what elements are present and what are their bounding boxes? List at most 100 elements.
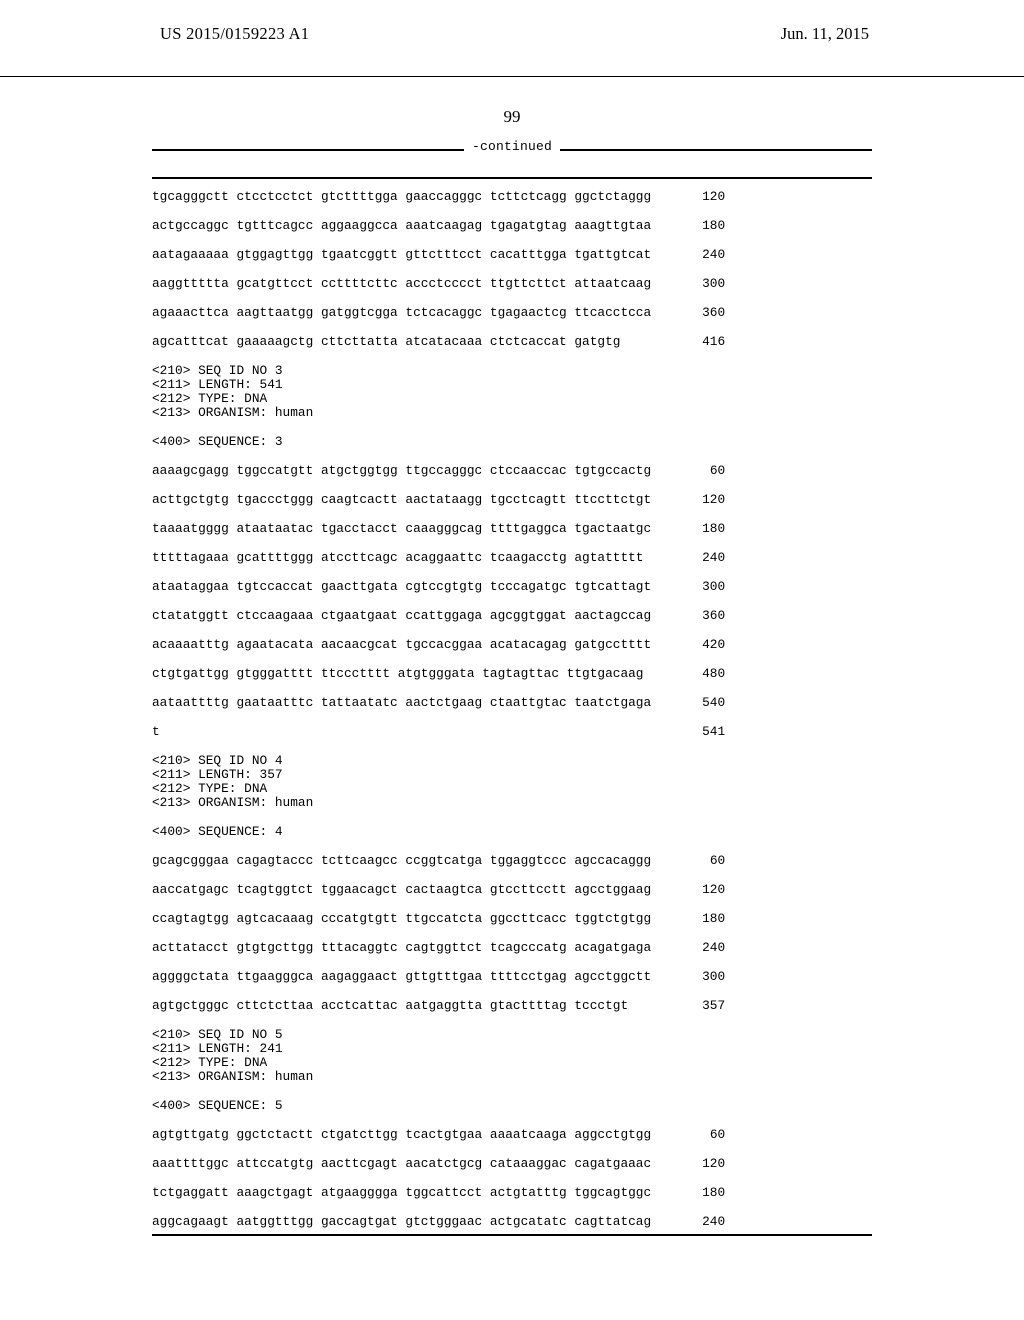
sequence-line: aaccatgagc tcagtggtct tggaacagct cactaag… [152,884,872,898]
page-header: US 2015/0159223 A1 Jun. 11, 2015 [0,0,1024,77]
sequence-position: 240 [669,942,725,955]
publication-date: Jun. 11, 2015 [781,24,869,44]
meta-text: <211> LENGTH: 241 [152,1043,283,1056]
sequence-position: 420 [669,639,725,652]
meta-text: <213> ORGANISM: human [152,407,313,420]
sequence-position: 180 [669,523,725,536]
sequence-position: 60 [669,1129,725,1142]
sequence-text: ataataggaa tgtccaccat gaacttgata cgtccgt… [152,581,651,594]
publication-number: US 2015/0159223 A1 [160,24,309,44]
sequence-line: acttatacct gtgtgcttgg tttacaggtc cagtggt… [152,942,872,956]
sequence-position: 480 [669,668,725,681]
meta-text: <210> SEQ ID NO 4 [152,755,283,768]
sequence-position: 300 [669,971,725,984]
rule [152,1234,872,1236]
sequence-position: 120 [669,191,725,204]
sequence-text: tttttagaaa gcattttggg atccttcagc acaggaa… [152,552,651,565]
sequence-line: aaattttggc attccatgtg aacttcgagt aacatct… [152,1158,872,1172]
sequence-line: gcagcgggaa cagagtaccc tcttcaagcc ccggtca… [152,855,872,869]
sequence-line: agcatttcat gaaaaagctg cttcttatta atcatac… [152,336,872,350]
sequence-text: ctgtgattgg gtgggatttt ttccctttt atgtggga… [152,668,651,681]
sequence-text: acttatacct gtgtgcttgg tttacaggtc cagtggt… [152,942,651,955]
sequence-text: actgccaggc tgtttcagcc aggaaggcca aaatcaa… [152,220,651,233]
sequence-line: aggggctata ttgaagggca aagaggaact gttgttt… [152,971,872,985]
sequence-line: ctgtgattgg gtgggatttt ttccctttt atgtggga… [152,668,872,682]
meta-text: <400> SEQUENCE: 5 [152,1100,283,1113]
sequence-position: 300 [669,278,725,291]
sequence-text: taaaatgggg ataataatac tgacctacct caaaggg… [152,523,651,536]
sequence-position: 60 [669,855,725,868]
sequence-line: tttttagaaa gcattttggg atccttcagc acaggaa… [152,552,872,566]
sequence-text: tgcagggctt ctcctcctct gtcttttgga gaaccag… [152,191,651,204]
continued-heading: -continued [152,149,872,179]
sequence-line: actgccaggc tgtttcagcc aggaaggcca aaatcaa… [152,220,872,234]
sequence-position: 120 [669,494,725,507]
sequence-position: 300 [669,581,725,594]
sequence-line: tctgaggatt aaagctgagt atgaagggga tggcatt… [152,1187,872,1201]
sequence-text: agtgttgatg ggctctactt ctgatcttgg tcactgt… [152,1129,651,1142]
sequence-text: agcatttcat gaaaaagctg cttcttatta atcatac… [152,336,651,349]
sequence-position: 120 [669,1158,725,1171]
sequence-line: aaggttttta gcatgttcct ccttttcttc accctcc… [152,278,872,292]
sequence-meta-line: <400> SEQUENCE: 3 [152,436,872,450]
sequence-text: aaattttggc attccatgtg aacttcgagt aacatct… [152,1158,651,1171]
sequence-meta-line: <213> ORGANISM: human [152,407,872,421]
sequence-text: gcagcgggaa cagagtaccc tcttcaagcc ccggtca… [152,855,651,868]
sequence-position: 360 [669,610,725,623]
sequence-line: ctatatggtt ctccaagaaa ctgaatgaat ccattgg… [152,610,872,624]
sequence-text: acaaaatttg agaatacata aacaacgcat tgccacg… [152,639,651,652]
sequence-line: ataataggaa tgtccaccat gaacttgata cgtccgt… [152,581,872,595]
meta-text: <212> TYPE: DNA [152,783,267,796]
sequence-position: 416 [669,336,725,349]
sequence-listing: tgcagggctt ctcctcctct gtcttttgga gaaccag… [152,191,872,1230]
sequence-line: t 541 [152,726,872,740]
sequence-position: 120 [669,884,725,897]
sequence-line: acaaaatttg agaatacata aacaacgcat tgccacg… [152,639,872,653]
meta-text: <400> SEQUENCE: 4 [152,826,283,839]
sequence-position: 180 [669,220,725,233]
sequence-position: 180 [669,1187,725,1200]
meta-text: <210> SEQ ID NO 5 [152,1029,283,1042]
sequence-line: taaaatgggg ataataatac tgacctacct caaaggg… [152,523,872,537]
meta-text: <211> LENGTH: 357 [152,769,283,782]
sequence-text: agtgctgggc cttctcttaa acctcattac aatgagg… [152,1000,651,1013]
meta-text: <211> LENGTH: 541 [152,379,283,392]
page: US 2015/0159223 A1 Jun. 11, 2015 99 -con… [0,0,1024,1320]
sequence-position: 357 [669,1000,725,1013]
meta-text: <212> TYPE: DNA [152,1057,267,1070]
sequence-text: acttgctgtg tgaccctggg caagtcactt aactata… [152,494,651,507]
sequence-line: aaaagcgagg tggccatgtt atgctggtgg ttgccag… [152,465,872,479]
sequence-position: 240 [669,552,725,565]
sequence-position: 180 [669,913,725,926]
sequence-line: agtgttgatg ggctctactt ctgatcttgg tcactgt… [152,1129,872,1143]
sequence-line: aataattttg gaataatttc tattaatatc aactctg… [152,697,872,711]
meta-text: <213> ORGANISM: human [152,1071,313,1084]
sequence-position: 240 [669,1216,725,1229]
sequence-position: 540 [669,697,725,710]
sequence-text: ccagtagtgg agtcacaaag cccatgtgtt ttgccat… [152,913,651,926]
sequence-position: 60 [669,465,725,478]
page-number: 99 [0,107,1024,127]
sequence-line: ccagtagtgg agtcacaaag cccatgtgtt ttgccat… [152,913,872,927]
continued-label: -continued [464,139,560,154]
meta-text: <400> SEQUENCE: 3 [152,436,283,449]
sequence-text: t [152,726,651,739]
meta-text: <213> ORGANISM: human [152,797,313,810]
sequence-text: aggggctata ttgaagggca aagaggaact gttgttt… [152,971,651,984]
sequence-text: aggcagaagt aatggtttgg gaccagtgat gtctggg… [152,1216,651,1229]
sequence-text: aataattttg gaataatttc tattaatatc aactctg… [152,697,651,710]
sequence-text: aatagaaaaa gtggagttgg tgaatcggtt gttcttt… [152,249,651,262]
sequence-text: aaaagcgagg tggccatgtt atgctggtgg ttgccag… [152,465,651,478]
sequence-position: 240 [669,249,725,262]
sequence-text: ctatatggtt ctccaagaaa ctgaatgaat ccattgg… [152,610,651,623]
meta-text: <210> SEQ ID NO 3 [152,365,283,378]
sequence-text: aaccatgagc tcagtggtct tggaacagct cactaag… [152,884,651,897]
sequence-meta-line: <400> SEQUENCE: 4 [152,826,872,840]
sequence-line: aatagaaaaa gtggagttgg tgaatcggtt gttcttt… [152,249,872,263]
sequence-text: agaaacttca aagttaatgg gatggtcgga tctcaca… [152,307,651,320]
sequence-position: 360 [669,307,725,320]
sequence-position: 541 [669,726,725,739]
meta-text: <212> TYPE: DNA [152,393,267,406]
sequence-meta-line: <213> ORGANISM: human [152,1071,872,1085]
sequence-line: agtgctgggc cttctcttaa acctcattac aatgagg… [152,1000,872,1014]
